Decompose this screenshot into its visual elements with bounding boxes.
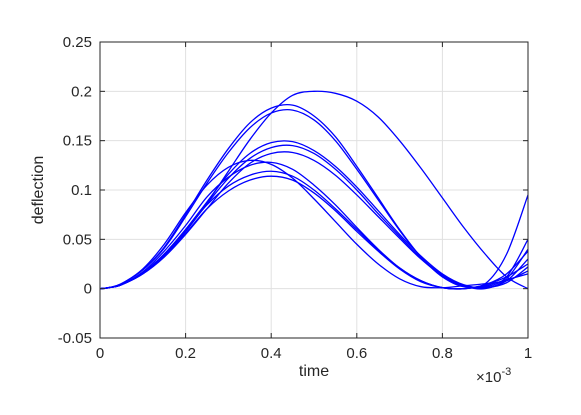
x-axis-label: time: [299, 363, 329, 380]
x-tick-label: 0.2: [175, 345, 196, 362]
ticks: [99, 41, 529, 339]
y-tick-label: 0: [84, 281, 92, 298]
series-group: [99, 90, 529, 290]
y-tick-label: 0.15: [63, 133, 92, 150]
x-axis-multiplier: ×10-3: [476, 366, 511, 386]
y-tick-label: 0.05: [63, 231, 92, 248]
y-tick-label: 0.1: [71, 182, 92, 199]
x-tick-label: 0.8: [432, 345, 453, 362]
x-tick-label: 0.4: [261, 345, 282, 362]
x-tick-label: 0: [96, 345, 104, 362]
series-line-3: [99, 108, 529, 290]
x-axis-multiplier-exponent: -3: [501, 366, 511, 378]
x-tick-label: 1: [524, 345, 532, 362]
y-tick-label: -0.05: [58, 330, 92, 347]
x-tick-label: 0.6: [346, 345, 367, 362]
y-tick-label: 0.2: [71, 83, 92, 100]
x-axis-multiplier-base: ×10: [476, 369, 501, 386]
series-line-10: [99, 175, 529, 290]
y-axis-label: deflection: [30, 156, 47, 225]
series-line-7: [99, 159, 529, 290]
y-tick-label: 0.25: [63, 34, 92, 51]
